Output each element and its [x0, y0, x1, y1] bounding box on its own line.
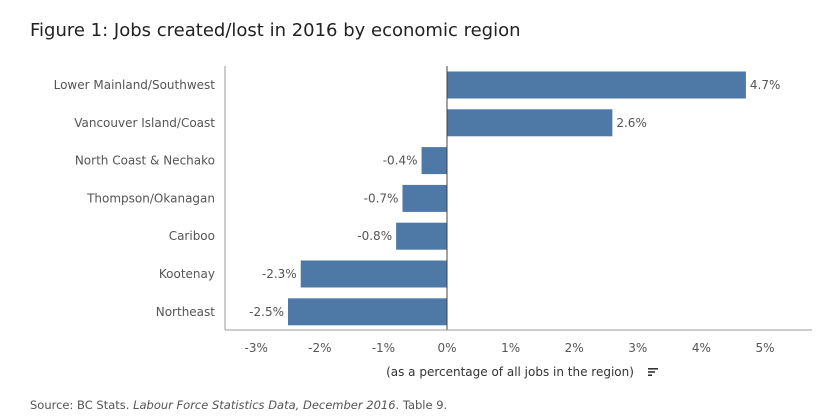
x-axis-title: (as a percentage of all jobs in the regi…	[386, 365, 634, 379]
category-label-cariboo: Cariboo	[169, 229, 215, 243]
tick-label: 5%	[755, 341, 774, 355]
source-note: Source: BC Stats. Labour Force Statistic…	[30, 398, 447, 412]
value-label-lower-mainland-southwest: 4.7%	[750, 78, 781, 92]
source-prefix: Source: BC Stats.	[30, 398, 134, 412]
value-label-cariboo: -0.8%	[357, 229, 392, 243]
chart-title: Figure 1: Jobs created/lost in 2016 by e…	[30, 20, 521, 41]
category-label-north-coast-nechako: North Coast & Nechako	[75, 154, 215, 168]
tick-label: 2%	[565, 341, 584, 355]
bars-layer: Lower Mainland/Southwest 4.7% Vancouver Is…	[54, 71, 781, 326]
category-label-thompson-okanagan: Thompson/Okanagan	[86, 191, 215, 205]
bar-north-coast-nechako[interactable]	[421, 147, 447, 175]
tick-label: -2%	[308, 341, 331, 355]
value-label-north-coast-nechako: -0.4%	[383, 154, 418, 168]
bar-kootenay[interactable]	[300, 260, 447, 288]
tick-labels: -3% -2% -1% 0% 1% 2% 3% 4% 5%	[245, 341, 775, 355]
tick-label: -3%	[245, 341, 268, 355]
tick-label: 4%	[692, 341, 711, 355]
bar-thompson-okanagan[interactable]	[402, 184, 447, 212]
tick-label: -1%	[372, 341, 395, 355]
bar-vancouver-island-coast[interactable]	[447, 109, 613, 137]
value-label-thompson-okanagan: -0.7%	[364, 191, 399, 205]
source-suffix: . Table 9.	[395, 398, 448, 412]
tick-label: 0%	[437, 341, 456, 355]
value-label-kootenay: -2.3%	[262, 267, 297, 281]
sort-descending-icon[interactable]	[648, 368, 658, 376]
category-label-lower-mainland-southwest: Lower Mainland/Southwest	[54, 78, 216, 92]
category-label-vancouver-island-coast: Vancouver Island/Coast	[74, 116, 215, 130]
tick-label: 3%	[628, 341, 647, 355]
category-label-northeast: Northeast	[156, 305, 216, 319]
category-label-kootenay: Kootenay	[159, 267, 215, 281]
value-label-northeast: -2.5%	[249, 305, 284, 319]
bar-lower-mainland-southwest[interactable]	[447, 71, 746, 99]
tick-label: 1%	[501, 341, 520, 355]
bar-chart: Lower Mainland/Southwest 4.7% Vancouver Is…	[54, 66, 812, 379]
source-title: Labour Force Statistics Data, December 2…	[133, 398, 396, 412]
bar-cariboo[interactable]	[396, 222, 447, 250]
value-label-vancouver-island-coast: 2.6%	[616, 116, 647, 130]
bar-northeast[interactable]	[288, 298, 447, 326]
